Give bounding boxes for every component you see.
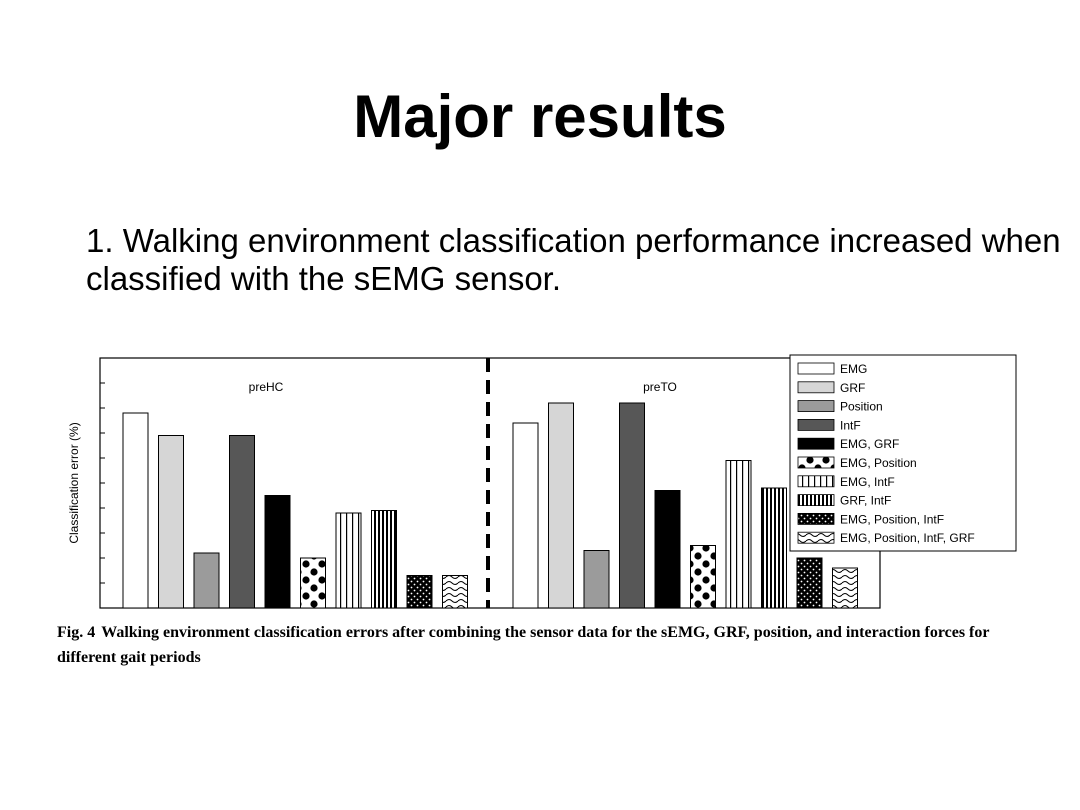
- figure-caption: Fig. 4 Walking environment classification…: [57, 620, 1047, 670]
- legend-swatch: [797, 475, 835, 488]
- legend-swatch: [797, 362, 835, 375]
- group-label-prehc: preHC: [249, 380, 284, 394]
- bar-preto-6: [690, 545, 716, 609]
- legend-label: EMG, Position, IntF, GRF: [840, 531, 975, 545]
- legend-swatch: [797, 437, 835, 450]
- legend-swatch: [797, 400, 835, 412]
- legend-swatch: [797, 456, 835, 469]
- legend-label: GRF, IntF: [840, 494, 891, 508]
- bar-preto-8: [761, 487, 787, 609]
- bar-prehc-6: [300, 557, 326, 609]
- legend-label: EMG, Position, IntF: [840, 512, 944, 526]
- legend-label: EMG, GRF: [840, 437, 899, 451]
- plot-area: [99, 357, 881, 609]
- bar-preto-2: [548, 402, 574, 609]
- legend: EMG GRF Position IntF EMG, GRF EMG, Position E…: [789, 354, 1017, 552]
- legend-swatch: [797, 494, 835, 507]
- legend-label: GRF: [840, 381, 865, 395]
- y-axis-label: Classification error (%): [67, 422, 81, 543]
- bar-preto-3: [583, 550, 610, 609]
- legend-swatch: [797, 381, 835, 394]
- group-labels: preHC preTO: [249, 380, 677, 394]
- legend-label: EMG, Position: [840, 456, 917, 470]
- figure-caption-label: Fig. 4: [57, 624, 96, 641]
- bar-prehc-7: [335, 512, 362, 609]
- slide-title: Major results: [353, 83, 727, 150]
- legend-swatch: [797, 512, 835, 525]
- figure-caption-text: Walking environment classification error…: [57, 624, 990, 666]
- bullet-point: 1. Walking environment classification pe…: [86, 222, 1061, 297]
- bar-preto-9: [796, 557, 823, 609]
- bar-prehc-9: [406, 575, 433, 609]
- legend-label: IntF: [840, 418, 861, 432]
- bar-prehc-2: [158, 435, 184, 609]
- y-axis: [100, 357, 105, 609]
- group-label-preto: preTO: [643, 380, 677, 394]
- bar-preto-1: [512, 422, 539, 609]
- bar-preto-7: [725, 460, 752, 609]
- bar-prehc-8: [371, 510, 397, 609]
- bar-preto-5: [654, 490, 681, 609]
- bar-prehc-4: [229, 435, 255, 609]
- legend-label: EMG, IntF: [840, 475, 895, 489]
- bar-chart: Classification error (%) preHC preTO EMG…: [67, 354, 1017, 609]
- legend-label: Position: [840, 400, 883, 414]
- bar-preto-10: [832, 567, 858, 609]
- bar-prehc-1: [122, 412, 149, 609]
- legend-swatch: [797, 531, 835, 544]
- bar-prehc-3: [193, 552, 220, 609]
- bar-preto-4: [619, 402, 645, 609]
- legend-label: EMG: [840, 362, 867, 376]
- bar-prehc-10: [442, 575, 468, 609]
- legend-swatch: [797, 419, 835, 431]
- bar-prehc-5: [264, 495, 291, 609]
